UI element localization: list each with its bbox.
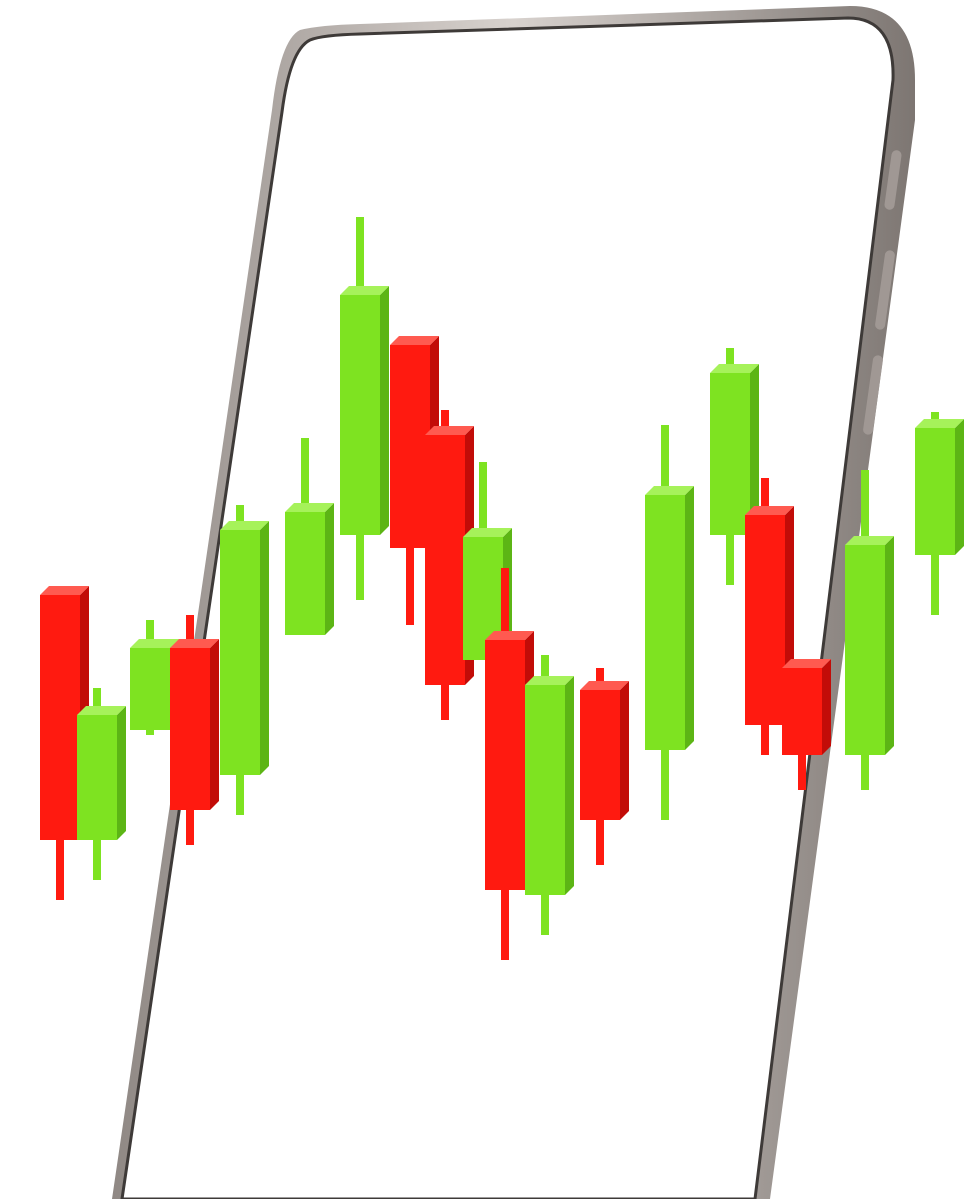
candle-top [170,639,219,648]
candlesticks [40,217,964,960]
candle-body [745,515,785,725]
candle-body [130,648,170,730]
candle-top [525,676,574,685]
candle-side [565,676,574,895]
candle-top [845,536,894,545]
candle-body [645,495,685,750]
candle-body [40,595,80,840]
candle-top [645,486,694,495]
candle-body [390,345,430,548]
candle-top [77,706,126,715]
candle-top [130,639,179,648]
candle-top [485,631,534,640]
candle-side [260,521,269,775]
candle-body [845,545,885,755]
candle-side [685,486,694,750]
candle-body [425,435,465,685]
candle-body [782,668,822,755]
candle-side [822,659,831,755]
candle-side [210,639,219,810]
side-button [884,150,902,210]
candle-body [485,640,525,890]
candle-top [463,528,512,537]
candle-top [782,659,831,668]
candle-top [710,364,759,373]
candle-body [170,648,210,810]
candle-body [580,690,620,820]
candle-top [285,503,334,512]
candle-side [117,706,126,840]
candle-body [77,715,117,840]
candle-body [340,295,380,535]
candle-body [285,512,325,635]
candle-top [425,426,474,435]
candle-top [915,419,964,428]
candle-side [955,419,964,555]
candle-body [220,530,260,775]
candle-body [710,373,750,535]
candle-side [885,536,894,755]
candle-side [750,364,759,535]
candle-top [340,286,389,295]
candle-body [915,428,955,555]
candle-body [525,685,565,895]
candle-top [220,521,269,530]
side-button [875,250,895,330]
candle-top [390,336,439,345]
candle-side [325,503,334,635]
candle-side [380,286,389,535]
candle-side [620,681,629,820]
candle-top [745,506,794,515]
side-button [863,355,883,435]
candle-top [580,681,629,690]
candle-top [40,586,89,595]
